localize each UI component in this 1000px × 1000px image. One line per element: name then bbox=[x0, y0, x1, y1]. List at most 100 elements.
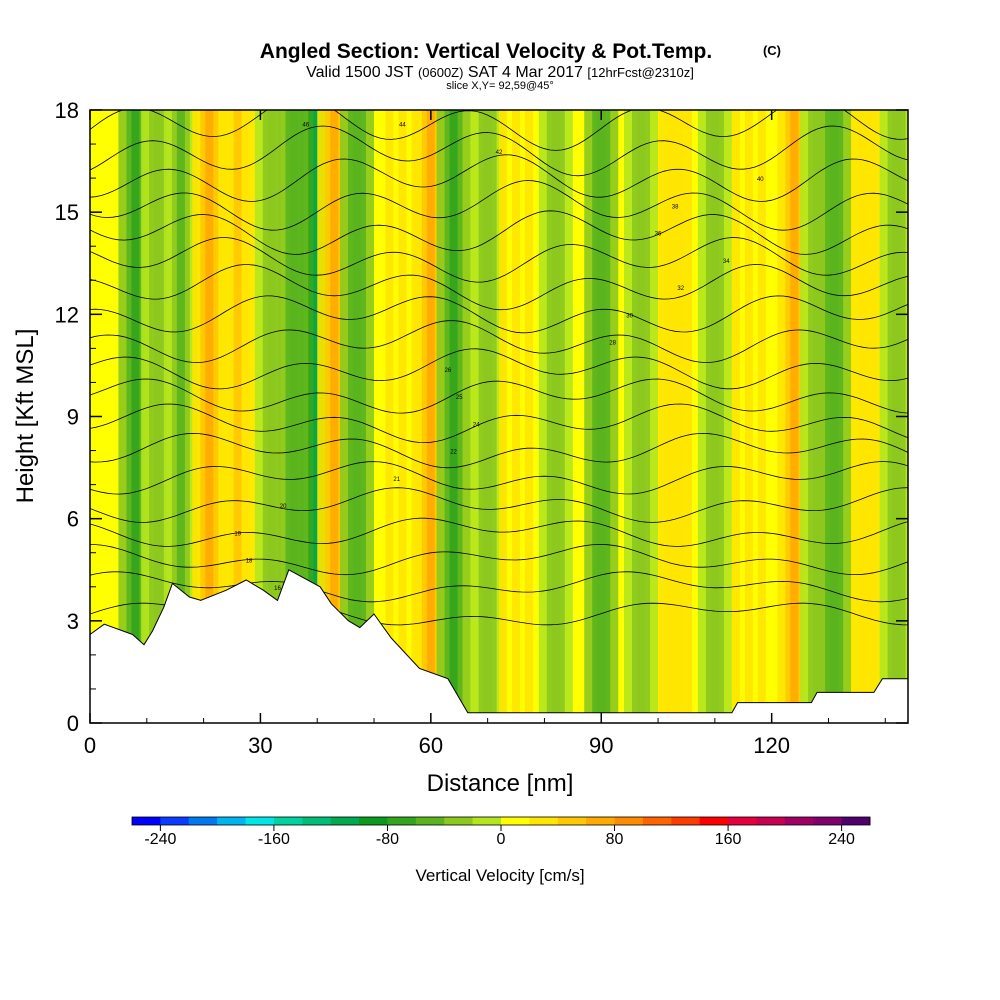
theta-contour bbox=[90, 487, 908, 523]
theta-contour bbox=[90, 237, 908, 283]
theta-contour bbox=[90, 543, 908, 576]
colorbar-swatch bbox=[387, 817, 417, 825]
valid-time-line: Valid 1500 JST (0600Z) SAT 4 Mar 2017 [1… bbox=[306, 64, 694, 81]
contour-label: 24 bbox=[473, 422, 480, 428]
contour-label: 16 bbox=[274, 586, 281, 592]
colorbar-swatch bbox=[841, 817, 871, 825]
colorbar-swatch bbox=[642, 817, 672, 825]
x-tick-label: 120 bbox=[753, 733, 790, 758]
x-tick-label: 0 bbox=[84, 733, 96, 758]
valid-date: SAT 4 Mar 2017 bbox=[468, 64, 583, 81]
colorbar-swatch bbox=[586, 817, 616, 825]
velocity-column bbox=[512, 110, 521, 723]
theta-contour bbox=[90, 154, 908, 202]
velocity-column bbox=[131, 110, 140, 723]
contour-label: 46 bbox=[303, 123, 310, 129]
velocity-column bbox=[671, 110, 680, 723]
colorbar-tick-label: 160 bbox=[715, 831, 742, 848]
velocity-column bbox=[790, 110, 799, 723]
contour-label: 44 bbox=[399, 123, 406, 129]
velocity-column bbox=[267, 110, 276, 723]
theta-contour bbox=[90, 210, 908, 255]
x-axis-ticks: 0 30 60 90 120 bbox=[84, 110, 886, 758]
velocity-column bbox=[813, 110, 822, 723]
valid-local-time: Valid 1500 JST bbox=[306, 64, 414, 81]
colorbar-tick-label: -80 bbox=[376, 831, 399, 848]
y-tick-label: 3 bbox=[67, 609, 79, 634]
velocity-column bbox=[830, 110, 839, 723]
colorbar-swatch bbox=[444, 817, 474, 825]
velocity-column bbox=[744, 110, 753, 723]
colorbar-swatch bbox=[132, 817, 161, 825]
colorbar-swatch bbox=[699, 817, 729, 825]
contour-label: 20 bbox=[280, 504, 287, 510]
y-tick-label: 15 bbox=[55, 200, 79, 225]
colorbar-swatch bbox=[415, 817, 445, 825]
x-tick-label: 90 bbox=[589, 733, 613, 758]
plot-area: 1516181920212224252628303234363840424446 bbox=[90, 110, 908, 723]
velocity-column bbox=[352, 110, 361, 723]
colorbar-swatch bbox=[529, 817, 559, 825]
contour-label: 21 bbox=[393, 477, 400, 483]
theta-contour bbox=[90, 264, 908, 311]
x-tick-label: 30 bbox=[248, 733, 272, 758]
theta-contour bbox=[90, 517, 908, 547]
y-tick-label: 0 bbox=[67, 711, 79, 736]
colorbar-label: Vertical Velocity [cm/s] bbox=[415, 866, 584, 885]
colorbar-swatch bbox=[330, 817, 360, 825]
theta-contour bbox=[90, 378, 908, 414]
colorbar-swatch bbox=[160, 817, 190, 825]
colorbar-swatch bbox=[557, 817, 587, 825]
contour-label: 32 bbox=[677, 286, 684, 292]
theta-contour bbox=[90, 461, 908, 495]
velocity-column bbox=[597, 110, 606, 723]
velocity-column bbox=[449, 110, 458, 723]
colorbar-ticks: -240 -160 -80 0 80 160 240 bbox=[144, 825, 855, 848]
slice-info: slice X,Y= 92,59@45° bbox=[446, 80, 554, 92]
theta-contour bbox=[90, 295, 908, 334]
colorbar-swatch bbox=[188, 817, 218, 825]
colorbar-swatch bbox=[784, 817, 814, 825]
y-tick-label: 18 bbox=[55, 98, 79, 123]
theta-contour bbox=[90, 432, 908, 469]
colorbar-swatch bbox=[671, 817, 701, 825]
velocity-column bbox=[637, 110, 646, 723]
contour-label: 38 bbox=[672, 204, 679, 210]
theta-contour-labels: 1516181920212224252628303234363840424446 bbox=[166, 123, 764, 619]
velocity-column bbox=[551, 110, 560, 723]
contour-label: 30 bbox=[626, 313, 633, 319]
colorbar-swatch bbox=[501, 817, 530, 825]
colorbar-tick-label: 240 bbox=[828, 831, 855, 848]
contour-label: 28 bbox=[609, 341, 616, 347]
velocity-column bbox=[483, 110, 492, 723]
velocity-column bbox=[426, 110, 435, 723]
velocity-column bbox=[205, 110, 214, 723]
theta-contour bbox=[90, 571, 908, 603]
y-tick-label: 9 bbox=[67, 405, 79, 430]
velocity-column bbox=[710, 110, 719, 723]
velocity-column bbox=[154, 110, 163, 723]
colorbar-swatch bbox=[756, 817, 786, 825]
colorbar-swatch bbox=[217, 817, 247, 825]
chart-title: Angled Section: Vertical Velocity & Pot.… bbox=[260, 40, 712, 63]
terrain bbox=[90, 569, 908, 723]
theta-contour bbox=[90, 180, 908, 231]
contour-label: 18 bbox=[246, 559, 253, 565]
y-tick-label: 12 bbox=[55, 302, 79, 327]
colorbar-swatch bbox=[359, 817, 388, 825]
y-tick-label: 6 bbox=[67, 507, 79, 532]
contour-label: 36 bbox=[655, 232, 662, 238]
colorbar-swatch bbox=[302, 817, 332, 825]
colorbar-tick-label: -160 bbox=[258, 831, 290, 848]
colorbar-swatch bbox=[813, 817, 843, 825]
colorbar bbox=[131, 816, 871, 826]
contour-label: 26 bbox=[445, 368, 452, 374]
y-axis-label: Height [Kft MSL] bbox=[12, 329, 39, 504]
chart-title-unit: (C) bbox=[763, 43, 781, 58]
velocity-column bbox=[330, 110, 339, 723]
colorbar-swatch bbox=[614, 817, 644, 825]
theta-contour bbox=[90, 125, 908, 177]
theta-contours bbox=[90, 110, 908, 626]
